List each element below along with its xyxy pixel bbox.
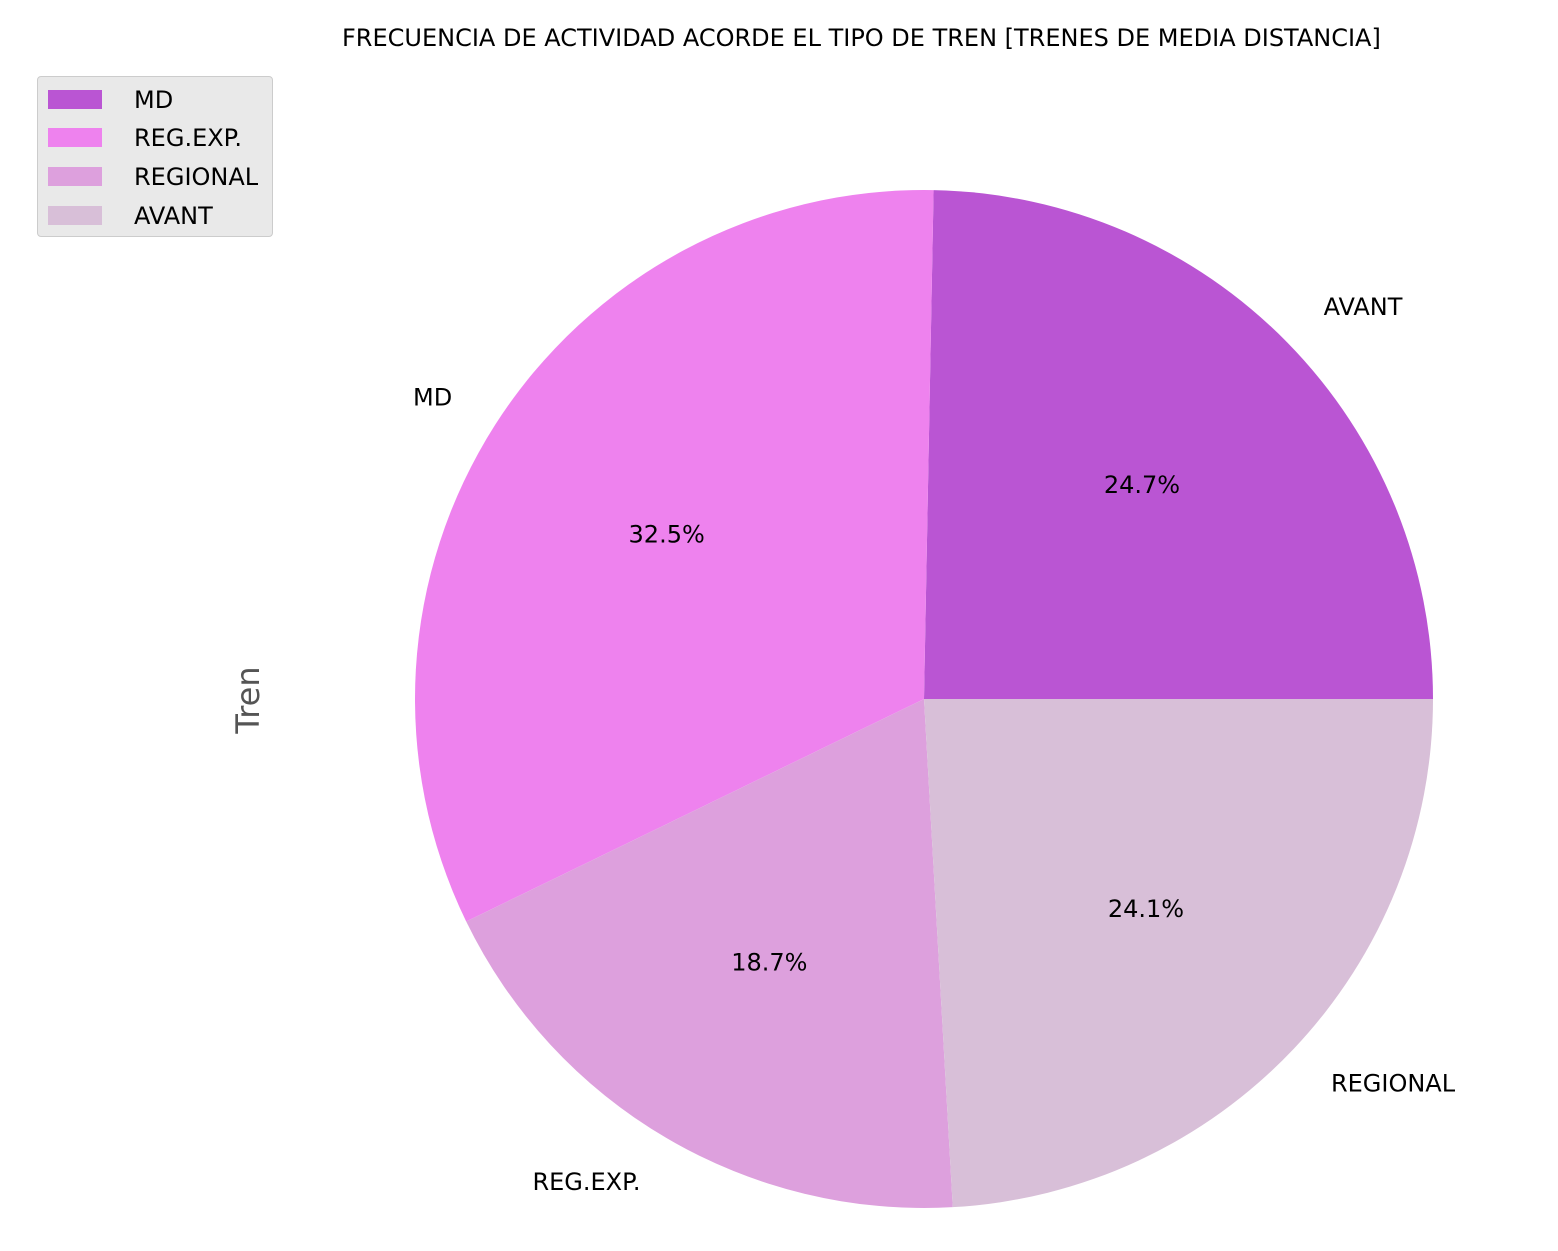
- slice-category-label: MD: [413, 384, 452, 412]
- legend-swatch: [48, 128, 102, 147]
- slice-percent-label: 18.7%: [731, 948, 807, 976]
- pie-slice-reg-exp: [466, 699, 953, 1208]
- legend-swatch: [48, 90, 102, 109]
- slice-category-label: AVANT: [1324, 293, 1403, 321]
- chart-title: FRECUENCIA DE ACTIVIDAD ACORDE EL TIPO D…: [342, 24, 1381, 52]
- legend-label: REG.EXP.: [134, 124, 243, 152]
- pie-slice-md: [414, 190, 934, 922]
- legend-swatch: [48, 206, 102, 225]
- legend-item: AVANT: [48, 201, 272, 231]
- legend-item: REG.EXP.: [48, 123, 272, 153]
- legend-label: AVANT: [134, 202, 213, 230]
- slice-percent-label: 24.7%: [1104, 471, 1180, 499]
- legend-label: REGIONAL: [134, 163, 259, 191]
- slice-category-label: REGIONAL: [1331, 1070, 1456, 1098]
- pie-slice-regional: [924, 699, 1434, 1208]
- legend: MD REG.EXP. REGIONAL AVANT: [37, 76, 273, 237]
- slice-category-label: REG.EXP.: [532, 1168, 640, 1196]
- legend-label: MD: [134, 86, 174, 114]
- slice-percent-label: 24.1%: [1108, 895, 1184, 923]
- pie-slice-avant: [924, 190, 1433, 699]
- legend-item: REGIONAL: [48, 162, 272, 192]
- legend-swatch: [48, 167, 102, 186]
- slice-percent-label: 32.5%: [629, 521, 705, 549]
- legend-item: MD: [48, 85, 272, 115]
